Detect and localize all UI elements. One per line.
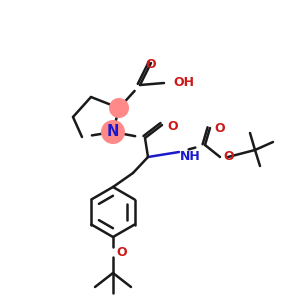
Circle shape <box>109 98 129 118</box>
Text: O: O <box>116 245 127 259</box>
Text: O: O <box>214 122 225 136</box>
Text: O: O <box>146 58 156 70</box>
Text: OH: OH <box>173 76 194 88</box>
Circle shape <box>101 120 125 144</box>
Text: N: N <box>107 124 119 140</box>
Text: NH: NH <box>180 151 201 164</box>
Text: O: O <box>223 149 234 163</box>
Text: O: O <box>167 119 178 133</box>
